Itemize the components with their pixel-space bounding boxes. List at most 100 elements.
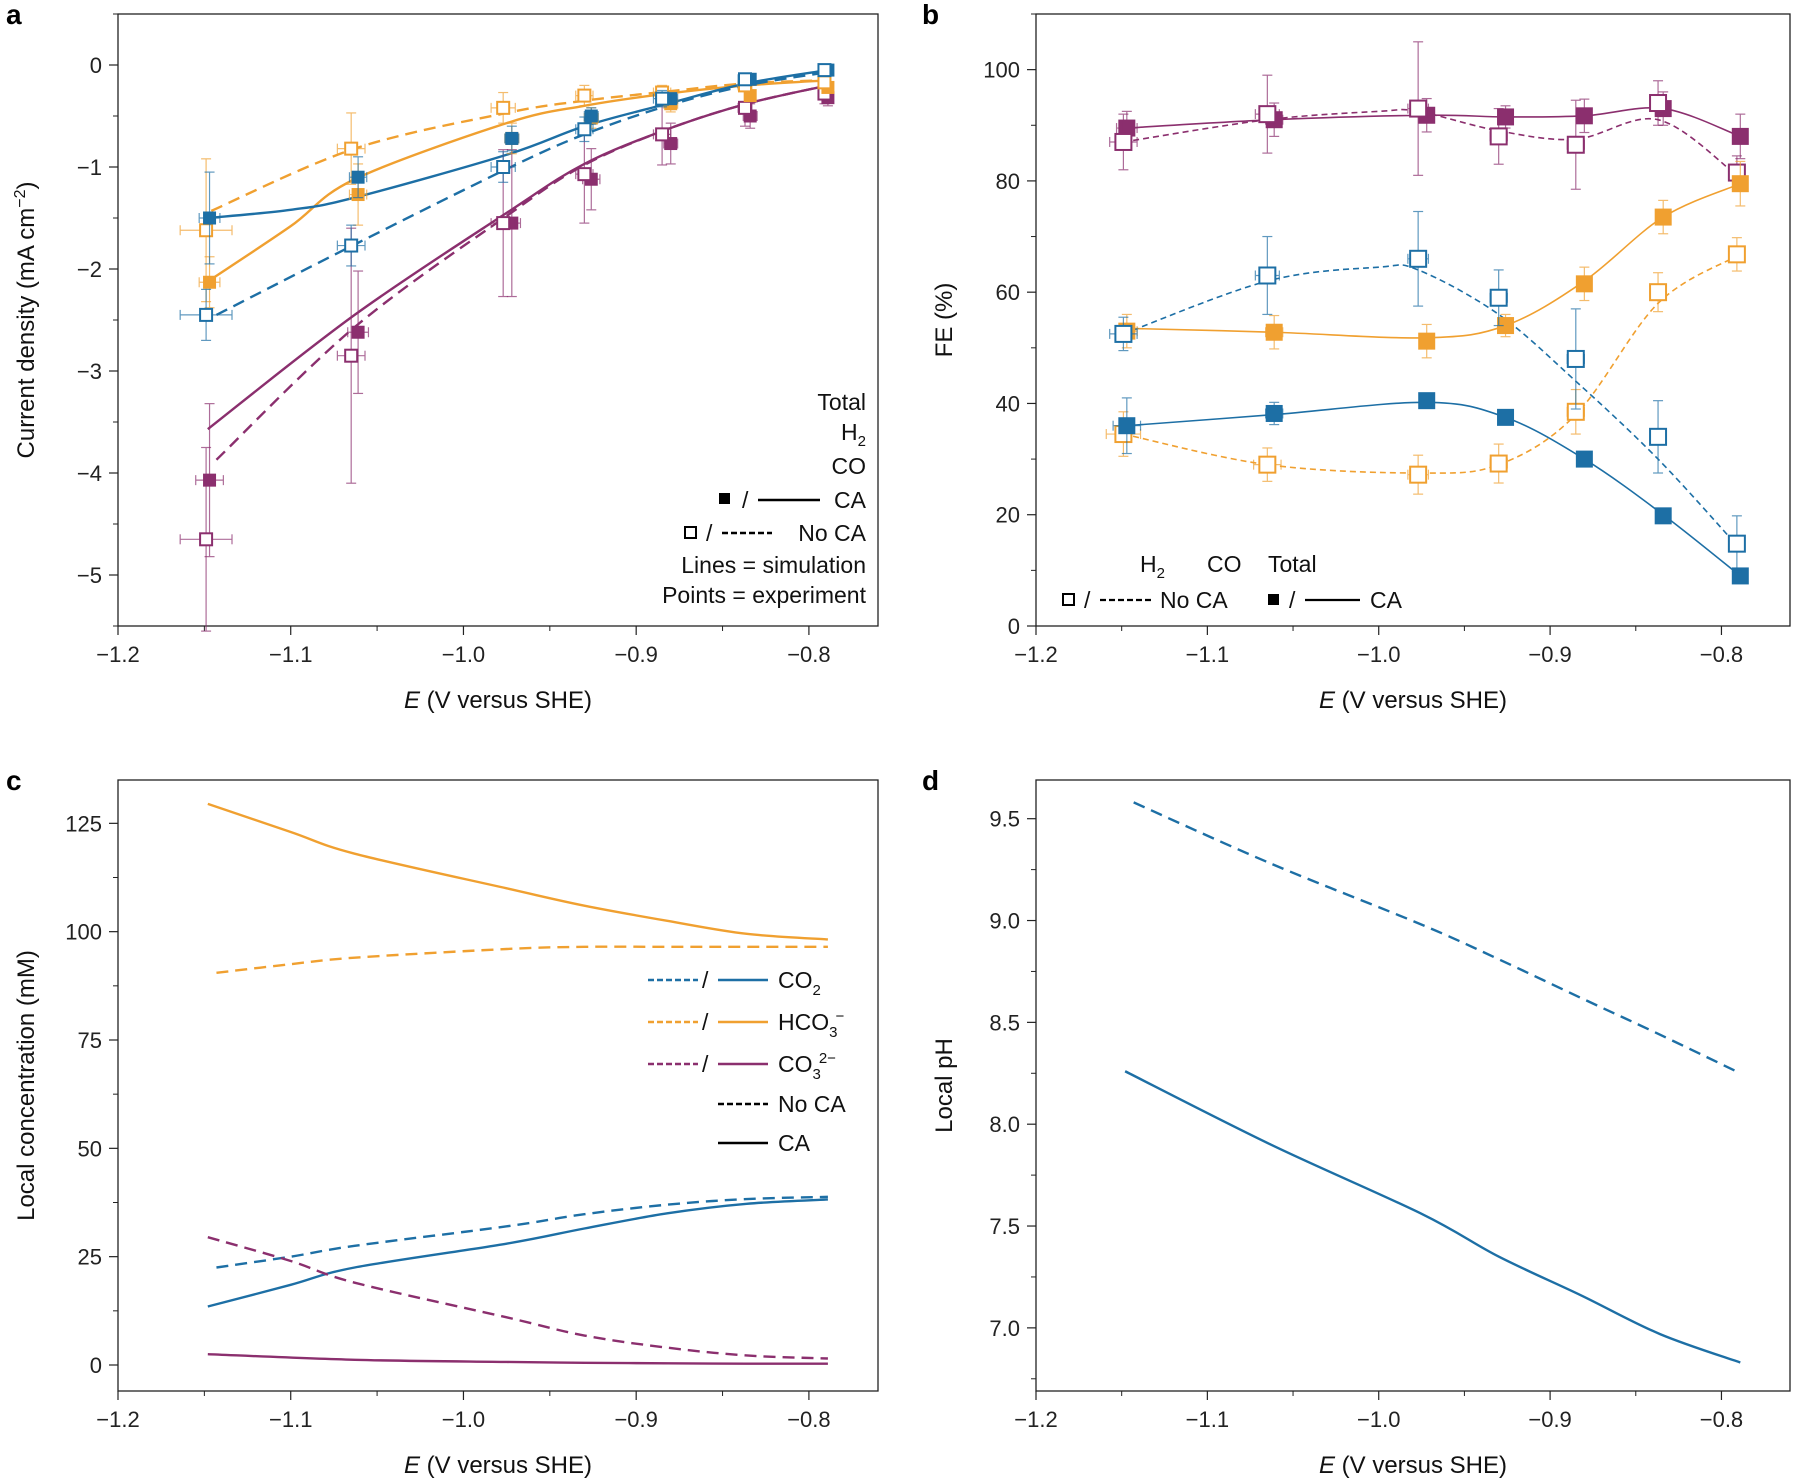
x-tick-label: −1.2 xyxy=(1014,1407,1057,1432)
x-tick-label: −1.1 xyxy=(269,642,312,667)
y-tick-label: 80 xyxy=(996,169,1020,194)
data-point-co-noca xyxy=(199,307,214,322)
legend-total: Total xyxy=(817,389,866,415)
legend-slash: / xyxy=(702,967,709,993)
data-point-co-ca xyxy=(1118,417,1136,435)
x-tick-label: −0.9 xyxy=(1528,642,1571,667)
data-point-co-ca xyxy=(584,109,598,123)
x-tick-label: −1.0 xyxy=(442,1407,485,1432)
data-point-co-ca xyxy=(203,211,217,225)
data-point-total-noca xyxy=(199,532,214,547)
y-tick-label: 60 xyxy=(996,280,1020,305)
panel-letter-a: a xyxy=(6,0,22,30)
legend-slash: / xyxy=(1084,587,1091,613)
series-line-h2-noca xyxy=(210,79,828,212)
data-point-total-noca xyxy=(577,167,592,182)
y-tick-label: 7.0 xyxy=(989,1316,1020,1341)
y-axis-label: Current density (mA cm−2) xyxy=(12,182,40,459)
y-tick-label: 8.5 xyxy=(989,1010,1020,1035)
legend-lines-note: Lines = simulation xyxy=(681,552,866,578)
series-line-co-ca xyxy=(207,68,829,220)
data-point-h2-ca xyxy=(1575,275,1593,293)
legend-ca-label: CA xyxy=(834,487,867,513)
data-point-h2-ca xyxy=(1731,175,1749,193)
series-line-co-noca xyxy=(215,70,829,316)
data-point-co-noca xyxy=(1566,349,1585,368)
plot-frame xyxy=(1035,779,1791,1392)
x-tick-label: −1.1 xyxy=(1186,1407,1229,1432)
data-point-h2-noca xyxy=(1727,245,1746,264)
data-point-h2-ca xyxy=(1654,208,1672,226)
legend-co2-label: CO2 xyxy=(778,967,821,999)
panel-letter-c: c xyxy=(6,765,22,796)
data-point-co-ca xyxy=(1265,404,1283,422)
legend-points-note: Points = experiment xyxy=(662,582,867,608)
legend-ca-label: CA xyxy=(778,1130,811,1156)
data-point-co-ca xyxy=(1654,507,1672,525)
data-point-co-noca xyxy=(817,63,832,78)
data-point-h2-noca xyxy=(817,75,832,90)
data-point-co-noca xyxy=(1258,266,1277,285)
x-tick-label: −0.8 xyxy=(1700,642,1743,667)
y-tick-label: −4 xyxy=(77,461,102,486)
legend-co: CO xyxy=(832,453,867,479)
data-point-total-ca xyxy=(1575,107,1593,125)
y-tick-label: 9.5 xyxy=(989,807,1020,832)
x-axis-label: E (V versus SHE) xyxy=(404,1452,592,1479)
series-line-hco3-ca xyxy=(207,802,828,941)
data-point-total-noca xyxy=(1649,94,1668,113)
legend-noca-label: No CA xyxy=(778,1091,846,1117)
data-point-total-noca xyxy=(738,100,752,115)
legend-ca-marker xyxy=(719,493,730,504)
data-point-total-ca xyxy=(1731,127,1749,145)
series-line-noca-noca xyxy=(1133,801,1741,1075)
panel-letter-b: b xyxy=(922,0,939,30)
x-tick-label: −1.2 xyxy=(96,1407,139,1432)
data-point-co-noca xyxy=(496,160,511,174)
data-point-total-noca xyxy=(1409,99,1428,118)
data-point-total-ca xyxy=(203,473,217,487)
data-point-co-noca xyxy=(1409,249,1428,268)
series-line-co-ca xyxy=(1126,401,1741,577)
series-line-hco3-noca xyxy=(216,945,828,975)
y-tick-label: −2 xyxy=(77,257,102,282)
x-tick-label: −1.0 xyxy=(442,642,485,667)
x-tick-label: −0.9 xyxy=(1528,1407,1571,1432)
x-axis-label: E (V versus SHE) xyxy=(404,687,592,714)
data-point-total-noca xyxy=(496,216,511,231)
x-tick-label: −0.8 xyxy=(787,1407,830,1432)
y-axis-label: Local concentration (mM) xyxy=(13,950,40,1221)
y-tick-label: 20 xyxy=(996,503,1020,528)
legend-ca-label: CA xyxy=(1370,587,1403,613)
series-line-ca-ca xyxy=(1124,1070,1741,1364)
data-point-total-noca xyxy=(1258,105,1277,124)
x-tick-label: −1.2 xyxy=(96,642,139,667)
data-point-h2-ca xyxy=(1265,323,1283,341)
y-tick-label: 125 xyxy=(65,811,102,836)
data-point-h2-ca xyxy=(1418,332,1436,350)
data-point-h2-noca xyxy=(1258,455,1277,474)
panel-b-chart: −1.2 −1.1 −1.0 −0.9 −0.8 0 20 40 60 80 100 E (V ver… xyxy=(931,13,1791,714)
legend-slash: / xyxy=(742,487,749,513)
series-line-h2-noca xyxy=(1123,255,1738,474)
plot-frame xyxy=(117,779,879,1392)
y-tick-label: 9.0 xyxy=(989,909,1020,934)
data-point-h2-noca xyxy=(496,100,511,115)
panel-d-chart: −1.2 −1.1 −1.0 −0.9 −0.8 7.0 7.5 8.0 8.5 9.0 9.5 E … xyxy=(931,779,1791,1479)
data-point-h2-noca xyxy=(199,223,214,238)
data-point-h2-noca xyxy=(577,88,592,103)
x-tick-label: −0.8 xyxy=(1700,1407,1743,1432)
legend-ca-marker xyxy=(1268,594,1279,605)
y-tick-label: 7.5 xyxy=(989,1214,1020,1239)
y-tick-label: 50 xyxy=(78,1136,102,1161)
data-point-h2-ca xyxy=(203,275,217,289)
series-line-h2-ca xyxy=(1126,182,1741,339)
data-point-co-noca xyxy=(1727,534,1746,553)
data-point-total-noca xyxy=(1114,132,1133,151)
data-point-co-noca xyxy=(738,72,752,87)
legend-noca-marker xyxy=(684,526,697,539)
plot-frame xyxy=(1035,13,1791,627)
legend-h2: H2 xyxy=(1140,551,1165,582)
legend-h2: H2 xyxy=(841,419,866,450)
x-tick-label: −1.0 xyxy=(1357,1407,1400,1432)
